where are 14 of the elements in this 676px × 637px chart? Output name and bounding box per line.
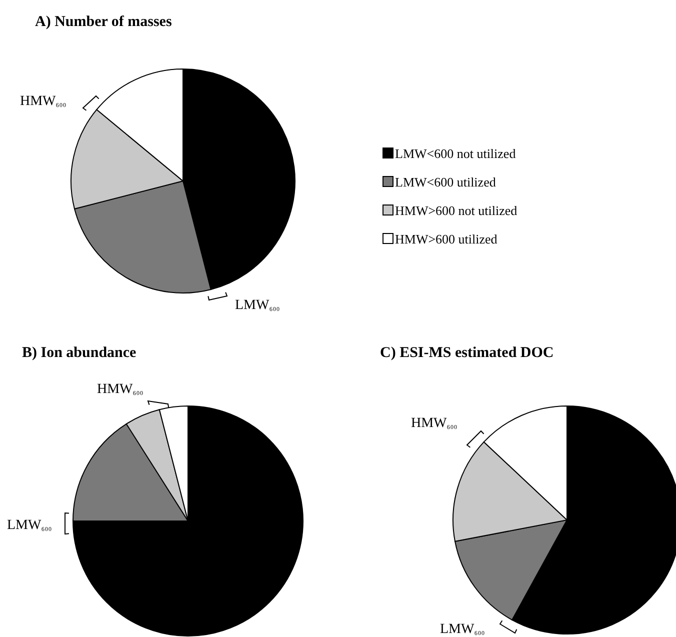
- text: HMW₆₀₀: [97, 382, 144, 397]
- legend-label: HMW>600 not utilized: [395, 203, 518, 218]
- text: HMW₆₀₀: [20, 94, 67, 109]
- text: LMW₆₀₀: [235, 298, 280, 313]
- chart-title: A) Number of masses: [35, 14, 172, 30]
- legend-label: LMW<600 not utilized: [395, 146, 516, 161]
- text: LMW₆₀₀: [440, 622, 486, 637]
- legend-label: LMW<600 utilized: [395, 174, 496, 190]
- text: LMW₆₀₀: [7, 518, 52, 533]
- chart-title: C) ESI-MS estimated DOC: [380, 345, 554, 361]
- chart-title: B) Ion abundance: [22, 345, 137, 361]
- legend-label: HMW>600 utilized: [395, 232, 498, 246]
- pie-slice: [72, 406, 304, 636]
- text: HMW₆₀₀: [411, 416, 458, 431]
